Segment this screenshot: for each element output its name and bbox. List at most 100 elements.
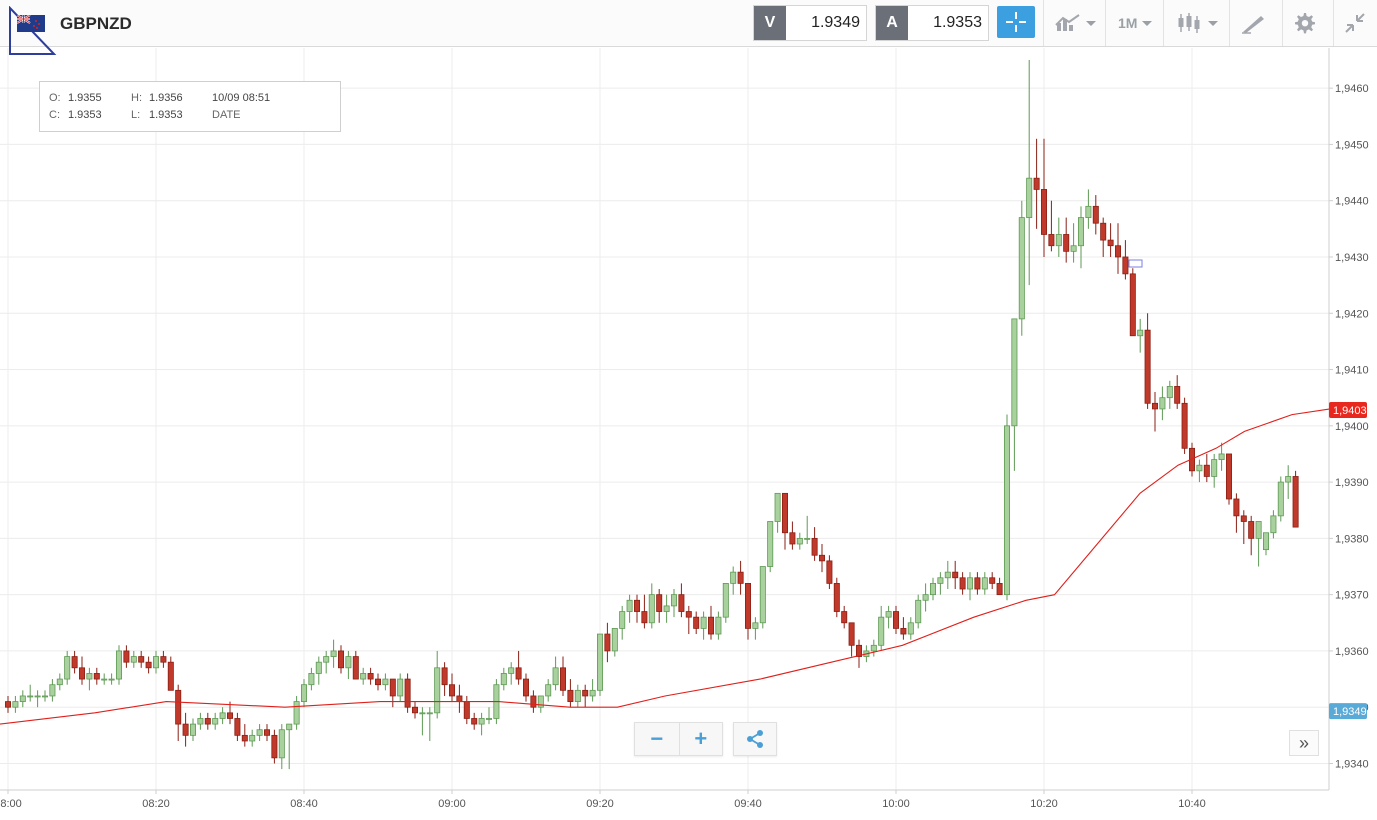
- candle: [286, 723, 293, 770]
- candle: [1174, 375, 1181, 409]
- candle: [49, 679, 56, 702]
- low-label: L:: [131, 109, 141, 121]
- candle: [1115, 223, 1122, 274]
- zoom-in-button[interactable]: +: [678, 723, 723, 755]
- candle-body: [1203, 464, 1210, 477]
- candle: [1181, 397, 1188, 454]
- candle-body: [286, 723, 293, 731]
- candle-body: [589, 689, 596, 697]
- candle-body: [352, 656, 359, 680]
- candle-body: [93, 673, 100, 680]
- candle: [1092, 195, 1099, 235]
- candle: [197, 712, 204, 730]
- candle: [56, 673, 63, 691]
- candle-body: [708, 616, 715, 635]
- price-chart[interactable]: 1,93401,93501,93601,93701,93801,93901,94…: [0, 48, 1377, 820]
- candle-body: [641, 611, 648, 624]
- candle: [463, 695, 470, 725]
- candle-body: [360, 673, 367, 680]
- candle: [182, 712, 189, 747]
- candle-body: [471, 718, 478, 725]
- candle: [448, 673, 455, 702]
- y-tick-label: 1,9390: [1335, 477, 1369, 489]
- candle-body: [604, 633, 611, 652]
- candle-body: [685, 611, 692, 618]
- candle: [597, 633, 604, 696]
- candle: [456, 684, 463, 713]
- candle-body: [49, 684, 56, 697]
- candle-body: [693, 616, 700, 629]
- crosshair-button[interactable]: [997, 6, 1035, 38]
- candle-body: [730, 571, 737, 584]
- candle: [796, 532, 803, 550]
- candle: [397, 673, 404, 702]
- candlestick-chart[interactable]: 1,93401,93501,93601,93701,93801,93901,94…: [0, 48, 1377, 820]
- candle-body: [893, 611, 900, 629]
- candle: [79, 656, 86, 685]
- zoom-out-button[interactable]: −: [650, 726, 664, 751]
- candle: [574, 684, 581, 708]
- timeframe-dropdown[interactable]: 1M: [1118, 6, 1153, 40]
- candle-body: [567, 689, 574, 702]
- candle-body: [500, 673, 507, 686]
- candle-body: [397, 678, 404, 697]
- candle-body: [1277, 481, 1284, 517]
- candle: [337, 645, 344, 674]
- candle: [996, 577, 1003, 596]
- candle: [567, 679, 574, 708]
- candle: [967, 572, 974, 601]
- candle: [915, 594, 922, 629]
- candle: [426, 707, 433, 741]
- candle-body: [1107, 239, 1114, 247]
- candle-body: [323, 656, 330, 663]
- candle: [848, 622, 855, 657]
- candle-body: [952, 571, 959, 579]
- candle: [523, 673, 530, 702]
- candle-body: [937, 577, 944, 584]
- scroll-to-end-button[interactable]: »: [1289, 730, 1319, 756]
- y-tick-label: 1,9400: [1335, 421, 1369, 433]
- sell-quote-button[interactable]: V 1.9349: [753, 5, 867, 41]
- buy-quote-button[interactable]: A 1.9353: [875, 5, 989, 41]
- candle: [1011, 318, 1018, 471]
- candle: [271, 729, 278, 764]
- drawing-tools-button[interactable]: [1241, 6, 1265, 40]
- candle-body: [152, 656, 159, 669]
- candle: [959, 572, 966, 595]
- candle: [1203, 453, 1210, 483]
- candle: [34, 690, 41, 708]
- high-value: 1.9356: [149, 92, 183, 104]
- candle-body: [226, 712, 233, 719]
- candle-body: [411, 706, 418, 714]
- candle: [856, 639, 863, 668]
- candle: [441, 662, 448, 696]
- candle-body: [463, 701, 470, 719]
- candle-body: [722, 582, 729, 618]
- drawing-tools-icon: [1242, 16, 1264, 34]
- candle: [138, 650, 145, 668]
- candle-body: [804, 537, 811, 540]
- instrument-symbol[interactable]: GBPNZD: [60, 14, 132, 33]
- candle: [1196, 459, 1203, 483]
- indicators-button[interactable]: [1055, 6, 1096, 40]
- candle: [1048, 200, 1055, 252]
- candle: [819, 544, 826, 573]
- open-label: O:: [49, 92, 61, 104]
- candle: [86, 667, 93, 691]
- candle: [123, 645, 130, 668]
- chart-type-dropdown[interactable]: [1177, 6, 1218, 40]
- candle: [249, 729, 256, 747]
- candle-body: [108, 678, 115, 681]
- candle: [885, 605, 892, 629]
- candle-body: [989, 577, 996, 584]
- candle-body: [1070, 245, 1077, 252]
- candle-body: [419, 712, 426, 715]
- timeframe-label: 1M: [1118, 15, 1138, 31]
- candle: [1152, 392, 1159, 432]
- candle: [1270, 510, 1277, 539]
- collapse-button[interactable]: [1343, 6, 1367, 40]
- settings-button[interactable]: [1292, 6, 1316, 40]
- candle-body: [848, 622, 855, 646]
- candle: [1070, 223, 1077, 263]
- share-button[interactable]: [733, 722, 777, 756]
